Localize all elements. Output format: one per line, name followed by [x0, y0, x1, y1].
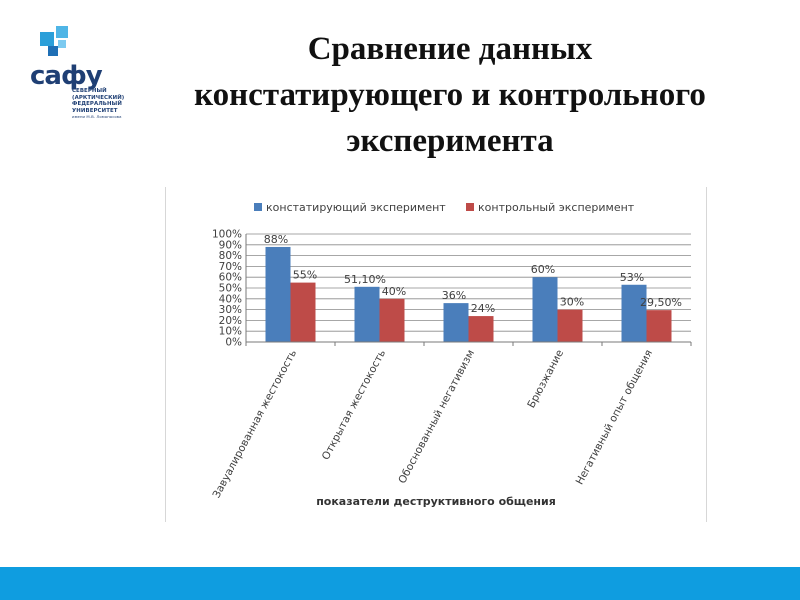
footer-bar — [0, 567, 800, 600]
data-label: 88% — [264, 233, 288, 246]
logo-line: ФЕДЕРАЛЬНЫЙ — [72, 101, 122, 108]
data-label: 40% — [382, 285, 406, 298]
title-line: Сравнение данных — [307, 31, 593, 67]
y-tick-label: 20% — [219, 315, 242, 327]
bar-ascertaining — [621, 284, 647, 342]
logo-line: УНИВЕРСИТЕТ — [72, 107, 118, 114]
x-axis-title: показатели деструктивного общения — [316, 495, 556, 508]
y-tick-label: 70% — [219, 261, 242, 273]
data-label: 60% — [531, 263, 555, 276]
category-label: Обоснованный негативизм — [396, 348, 477, 486]
data-label: 55% — [293, 269, 317, 282]
logo-subline: имени М.В. Ломоносова — [72, 114, 122, 120]
y-tick-label: 10% — [219, 326, 242, 338]
y-tick-label: 30% — [219, 304, 242, 316]
logo-wordmark: сафу — [30, 61, 103, 91]
category-label: Завуалированная жестокость — [211, 348, 300, 500]
y-tick-label: 80% — [219, 250, 242, 262]
logo-line: (АРКТИЧЕСКИЙ) — [72, 94, 125, 101]
bar-ascertaining — [265, 246, 291, 342]
slide-title: Сравнение данных констатирующего и контр… — [130, 26, 770, 164]
title-line: эксперимента — [346, 123, 554, 159]
y-tick-label: 90% — [219, 239, 242, 251]
title-line: констатирующего и контрольного — [194, 77, 706, 113]
bar-control — [468, 316, 494, 342]
y-tick-label: 50% — [219, 283, 242, 295]
data-label: 29,50% — [640, 296, 682, 309]
data-label: 51,10% — [344, 273, 386, 286]
logo-university-name: СЕВЕРНЫЙ (АРКТИЧЕСКИЙ) ФЕДЕРАЛЬНЫЙ УНИВЕ… — [72, 88, 130, 121]
data-label: 30% — [560, 296, 584, 309]
category-label: Брюзжание — [525, 348, 566, 410]
bar-ascertaining — [443, 303, 469, 342]
university-logo: сафу — [28, 24, 120, 148]
legend-swatch — [254, 203, 262, 211]
chart-canvas: 0%10%20%30%40%50%60%70%80%90%100% 88%55%З… — [211, 201, 692, 508]
legend-label: контрольный эксперимент — [478, 201, 635, 214]
bar-ascertaining — [354, 286, 380, 342]
category-label: Негативный опыт общения — [574, 348, 656, 487]
y-tick-label: 0% — [225, 337, 242, 349]
legend-swatch — [466, 203, 474, 211]
logo-line: СЕВЕРНЫЙ — [72, 88, 107, 94]
y-tick-label: 60% — [219, 272, 242, 284]
data-label: 24% — [471, 302, 495, 315]
category-label: Открытая жестокость — [320, 348, 388, 462]
bar-control — [379, 298, 405, 342]
bar-control — [290, 282, 316, 342]
data-label: 36% — [442, 289, 466, 302]
y-tick-label: 100% — [212, 229, 242, 241]
y-tick-label: 40% — [219, 293, 242, 305]
bar-control — [646, 310, 672, 342]
logo-mark-icon: сафу — [30, 26, 104, 91]
bar-chart: 0% 10% 20% 30% 40% 50% 60% 70% 80% 90% 100% 88% 55% З… — [165, 187, 707, 522]
legend-label: констатирующий эксперимент — [266, 201, 446, 214]
bar-ascertaining — [532, 277, 558, 342]
bar-control — [557, 309, 583, 342]
data-label: 53% — [620, 271, 644, 284]
